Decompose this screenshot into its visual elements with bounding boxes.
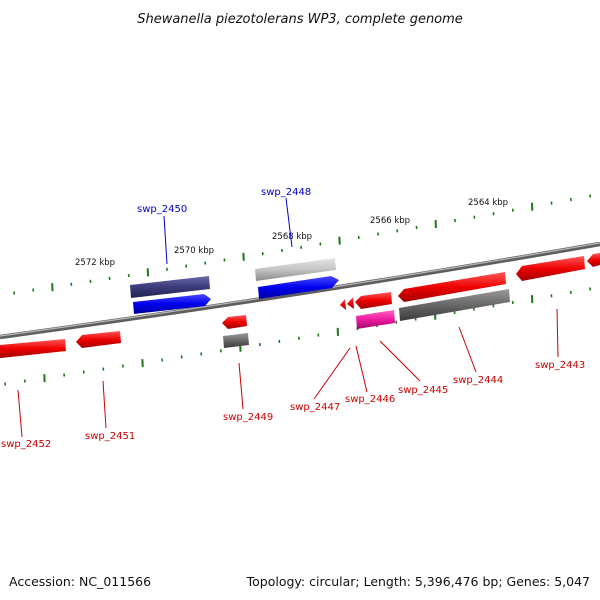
ruler-label-2566: 2566 kbp	[370, 216, 410, 226]
inner-tick-row	[4, 287, 592, 386]
gene-swp_2449-arrow[interactable]	[222, 315, 247, 329]
gene-label-swp_2444[interactable]: swp_2444	[453, 375, 503, 386]
connector-swp_2445	[379, 340, 421, 382]
connector-swp_2447	[313, 347, 351, 400]
gene-swp_2447-arrow-b[interactable]	[347, 297, 354, 309]
connector-swp_2443	[556, 308, 559, 358]
connector-swp_2450	[163, 215, 168, 265]
connector-swp_2444	[458, 326, 477, 373]
gene-swp_2451-arrow[interactable]	[76, 331, 121, 348]
connector-swp_2452	[17, 389, 23, 438]
gene-swp_2452-arrow[interactable]	[0, 339, 66, 358]
gene-swp_2448-arrow[interactable]	[258, 276, 339, 299]
cog-box-swp_2449[interactable]	[223, 333, 249, 348]
genome-backbone	[0, 241, 600, 340]
cog-box-swp_2450[interactable]	[130, 276, 210, 298]
connector-swp_2448	[285, 197, 293, 248]
gene-swp_2444-arrow[interactable]	[398, 272, 506, 302]
outer-tick-row	[13, 194, 592, 295]
page-title: Shewanella piezotolerans WP3, complete g…	[137, 12, 463, 27]
gene-swp_2446-arrow[interactable]	[355, 292, 392, 309]
connector-swp_2451	[102, 380, 107, 429]
gene-label-swp_2450[interactable]: swp_2450	[137, 204, 187, 215]
gene-label-swp_2449[interactable]: swp_2449	[223, 412, 273, 423]
gene-label-swp_2443[interactable]: swp_2443	[535, 360, 585, 371]
cog-box-swp_2444[interactable]	[399, 289, 510, 321]
ruler-label-2564: 2564 kbp	[468, 198, 508, 208]
gene-label-swp_2448[interactable]: swp_2448	[261, 187, 311, 198]
gene-partial-arrow[interactable]	[587, 253, 600, 267]
gene-swp_2443-arrow[interactable]	[516, 256, 585, 281]
gene-label-swp_2445[interactable]: swp_2445	[398, 385, 448, 396]
gene-label-swp_2447[interactable]: swp_2447	[290, 402, 340, 413]
gene-label-swp_2452[interactable]: swp_2452	[1, 439, 51, 450]
cog-box-swp_2448[interactable]	[255, 258, 336, 281]
gene-label-swp_2446[interactable]: swp_2446	[345, 394, 395, 405]
gene-swp_2450-arrow[interactable]	[133, 294, 211, 314]
topology-summary: Topology: circular; Length: 5,396,476 bp…	[246, 574, 590, 589]
ruler-label-2568: 2568 kbp	[272, 232, 312, 242]
gene-swp_2447-arrow-a[interactable]	[340, 299, 346, 310]
accession-text: Accession: NC_011566	[9, 574, 151, 589]
ruler-label-2572: 2572 kbp	[75, 258, 115, 268]
gene-label-swp_2451[interactable]: swp_2451	[85, 431, 135, 442]
connector-swp_2446	[355, 345, 368, 393]
connector-swp_2449	[238, 362, 244, 410]
cog-box-swp_2446[interactable]	[356, 310, 395, 329]
ruler-label-2570: 2570 kbp	[174, 246, 214, 256]
